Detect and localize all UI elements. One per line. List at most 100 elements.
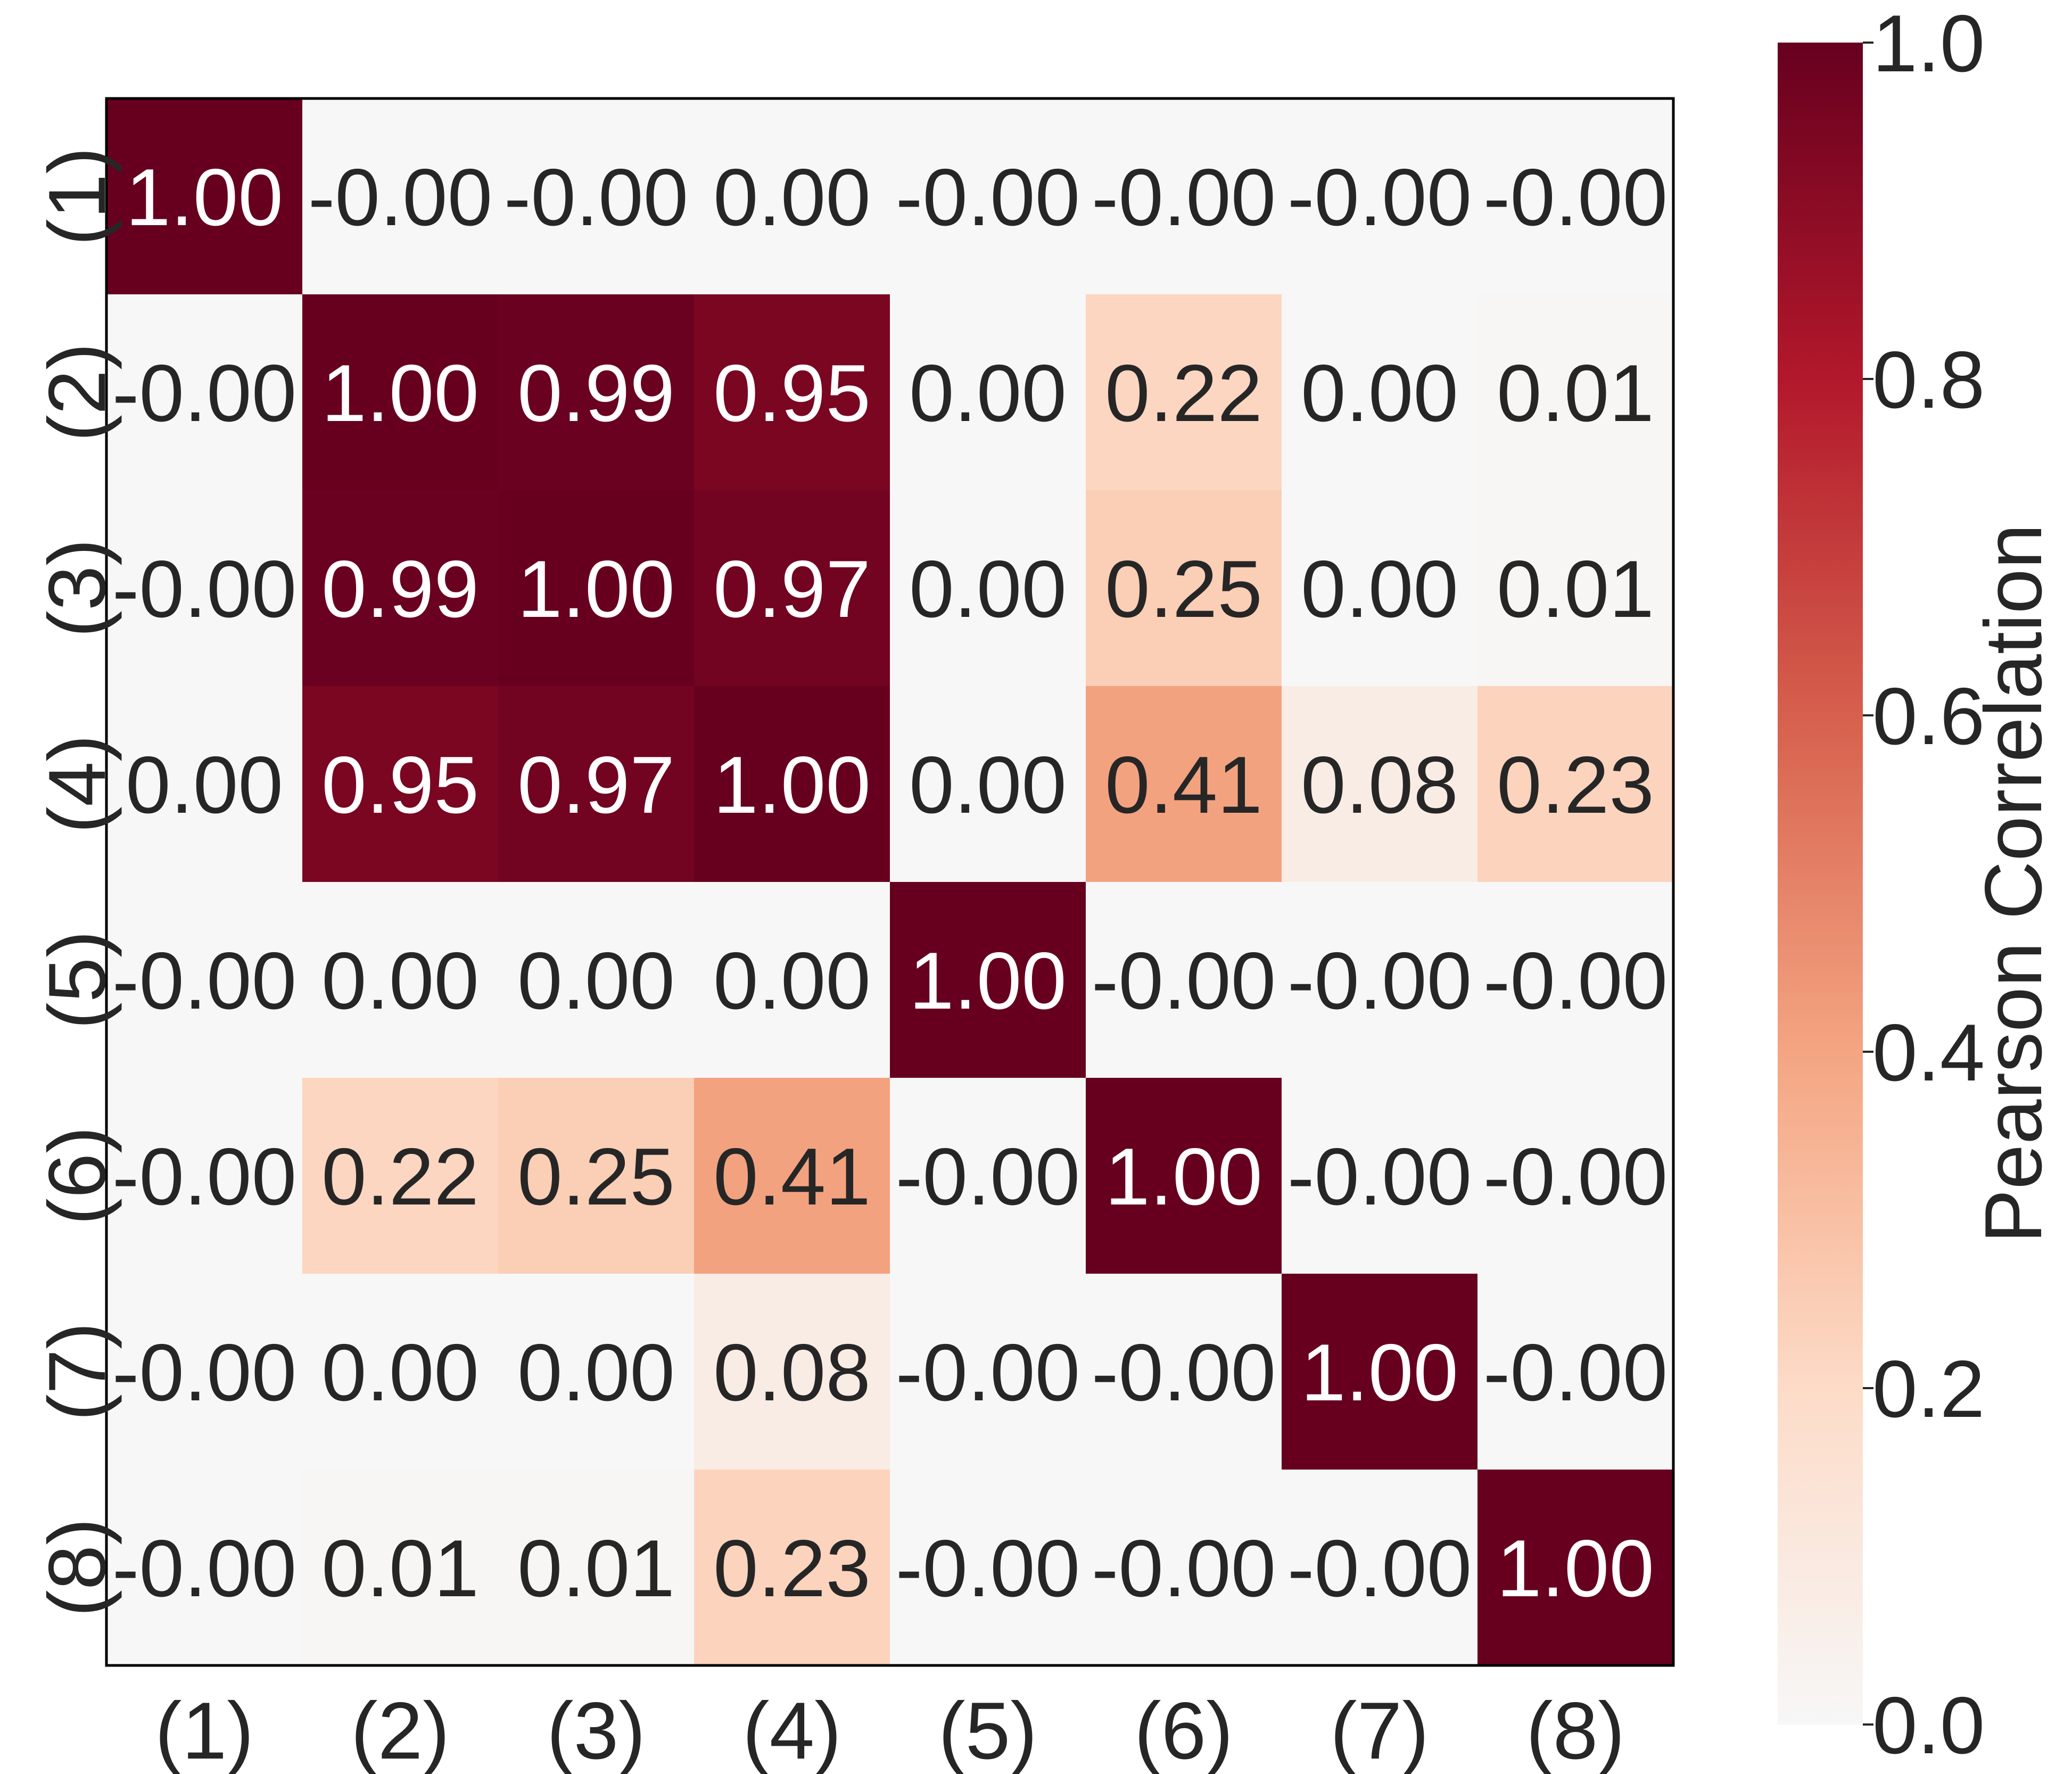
heatmap-cell: [1477, 1078, 1674, 1274]
heatmap-cell: [694, 686, 890, 882]
y-axis-tick-labels: (1) (2) (3) (4) (5) (6) (7) (8): [32, 147, 122, 1617]
heatmap-value-label: 1.00: [1105, 1132, 1262, 1222]
heatmap-value-label: -0.00: [896, 152, 1080, 243]
heatmap-value-label: 0.00: [517, 1327, 675, 1418]
heatmap-value-label: -0.00: [1483, 1327, 1667, 1418]
heatmap-value-label: -0.00: [1287, 1132, 1472, 1222]
heatmap-value-label: 0.23: [1497, 740, 1654, 830]
heatmap-value-label: 1.00: [713, 740, 871, 830]
heatmap-cell: [694, 490, 890, 687]
heatmap-value-label: 0.41: [1105, 740, 1262, 830]
heatmap-value-label: 0.01: [1497, 544, 1654, 634]
heatmap-cell: [694, 882, 890, 1078]
heatmap-cell: [106, 98, 303, 295]
colorbar-tick-labels: 0.0 0.2 0.4 0.6 0.8 1.0: [1863, 0, 1985, 1771]
heatmap-cell: [498, 686, 695, 882]
heatmap-cell: [1086, 1470, 1282, 1666]
x-tick-label: (7): [1330, 1686, 1429, 1774]
heatmap-cell: [498, 1078, 695, 1274]
heatmap-cell: [106, 1470, 303, 1666]
heatmap-cell: [1086, 490, 1282, 687]
colorbar-tick-label: 0.8: [1872, 335, 1985, 425]
heatmap-cell: [1086, 294, 1282, 491]
heatmap-cell: [1282, 686, 1478, 882]
heatmap-cell: [106, 1078, 303, 1274]
heatmap-value-label: 0.01: [321, 1523, 479, 1614]
heatmap-cell: [302, 294, 499, 491]
heatmap-value-label: 0.08: [1301, 740, 1458, 830]
heatmap-value-label: -0.00: [504, 152, 688, 243]
heatmap-value-label: 0.97: [517, 740, 675, 830]
heatmap-cell: [1282, 1274, 1478, 1470]
heatmap-value-label: 0.00: [909, 348, 1067, 439]
heatmap-value-label: 1.00: [321, 348, 479, 439]
heatmap-value-label: 0.00: [1301, 348, 1458, 439]
heatmap-cell: [1282, 882, 1478, 1078]
heatmap-cell: [1477, 98, 1674, 295]
heatmap-cell: [890, 1274, 1086, 1470]
heatmap-cell: [302, 1274, 499, 1470]
y-tick-label: (2): [32, 343, 122, 442]
heatmap-cell: [694, 98, 890, 295]
colorbar-tick-label: 1.0: [1872, 0, 1985, 89]
heatmap-value-label: 1.00: [517, 544, 675, 634]
heatmap-cell: [1477, 1470, 1674, 1666]
heatmap-cell: [890, 882, 1086, 1078]
heatmap-value-label: -0.00: [112, 1132, 296, 1222]
heatmap-cell: [1282, 1078, 1478, 1274]
heatmap-cell: [302, 490, 499, 687]
y-tick-label: (8): [32, 1518, 122, 1617]
heatmap-value-label: -0.00: [112, 936, 296, 1026]
heatmap-value-label: -0.00: [1092, 936, 1276, 1026]
x-tick-label: (1): [155, 1686, 254, 1774]
heatmap-value-labels: 1.00 -0.00 -0.00 0.00 -0.00 -0.00 -0.00 -0.00-0…: [112, 152, 1667, 1614]
heatmap-cell: [1086, 1078, 1282, 1274]
heatmap-value-label: 0.00: [321, 936, 479, 1026]
heatmap-value-label: -0.00: [1092, 152, 1276, 243]
heatmap-value-label: 0.00: [909, 544, 1067, 634]
heatmap-value-label: 0.00: [321, 1327, 479, 1418]
x-tick-label: (8): [1526, 1686, 1625, 1774]
heatmap-cell: [1477, 1274, 1674, 1470]
heatmap-cell: [1477, 686, 1674, 882]
heatmap-cell: [1086, 98, 1282, 295]
heatmap-value-label: -0.00: [1483, 1132, 1667, 1222]
heatmap-cell: [106, 882, 303, 1078]
heatmap-cell: [1477, 490, 1674, 687]
heatmap-cell: [890, 1470, 1086, 1666]
colorbar-gradient: [1778, 43, 1863, 1725]
heatmap-value-label: 0.41: [713, 1132, 871, 1222]
heatmap-value-label: 0.00: [713, 936, 871, 1026]
x-tick-label: (2): [351, 1686, 450, 1774]
x-axis-tick-labels: (1) (2) (3) (4) (5) (6) (7) (8): [155, 1686, 1625, 1774]
heatmap-cell: [890, 686, 1086, 882]
heatmap-value-label: -0.00: [896, 1523, 1080, 1614]
heatmap-cell: [694, 1078, 890, 1274]
heatmap-value-label: 0.00: [909, 740, 1067, 830]
heatmap-value-label: 0.95: [713, 348, 871, 439]
y-tick-label: (6): [32, 1126, 122, 1225]
heatmap-cell: [1086, 1274, 1282, 1470]
colorbar: 0.0 0.2 0.4 0.6 0.8 1.0 Pearson Correlation: [1778, 0, 2059, 1771]
heatmap-cell: [302, 98, 499, 295]
heatmap-value-label: -0.00: [308, 152, 492, 243]
heatmap-value-label: -0.00: [1483, 936, 1667, 1026]
heatmap-value-label: 0.22: [1105, 348, 1262, 439]
x-tick-label: (3): [547, 1686, 646, 1774]
heatmap-value-label: -0.00: [896, 1132, 1080, 1222]
heatmap-value-label: -0.00: [1287, 152, 1472, 243]
heatmap-value-label: 1.00: [909, 936, 1067, 1026]
colorbar-tick-label: 0.2: [1872, 1344, 1985, 1434]
heatmap-value-label: -0.00: [1287, 1523, 1472, 1614]
heatmap-cell: [1086, 686, 1282, 882]
y-tick-label: (1): [32, 147, 122, 246]
heatmap-cell: [694, 1470, 890, 1666]
heatmap-cell: [1086, 882, 1282, 1078]
heatmap-value-label: 0.23: [713, 1523, 871, 1614]
heatmap-value-label: 0.97: [713, 544, 871, 634]
x-tick-label: (6): [1134, 1686, 1233, 1774]
heatmap-value-label: 0.08: [713, 1327, 871, 1418]
heatmap-value-label: 0.95: [321, 740, 479, 830]
heatmap-value-label: 0.99: [321, 544, 479, 634]
heatmap-value-label: 0.25: [1105, 544, 1262, 634]
